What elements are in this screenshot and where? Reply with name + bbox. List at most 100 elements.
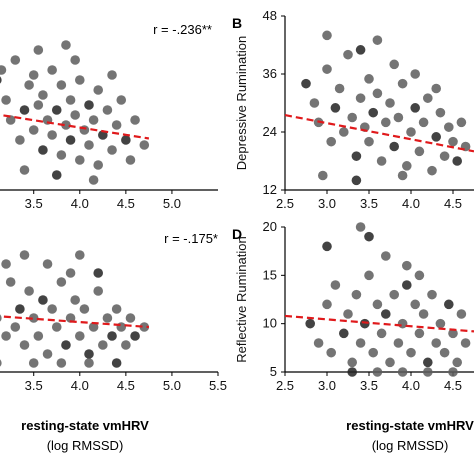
data-point — [28, 70, 39, 80]
data-point — [51, 105, 62, 115]
data-point — [0, 359, 2, 367]
data-point — [84, 349, 94, 359]
data-point — [309, 98, 320, 108]
data-point — [28, 358, 39, 368]
data-point — [364, 231, 374, 242]
data-point — [347, 367, 358, 377]
data-point — [65, 135, 76, 145]
data-point — [460, 338, 471, 348]
data-point — [389, 59, 400, 70]
data-point — [111, 358, 122, 368]
data-point — [10, 55, 21, 65]
trend-line — [0, 113, 150, 140]
data-point — [347, 112, 358, 123]
data-point — [38, 295, 48, 305]
data-point — [42, 349, 53, 359]
data-point — [414, 270, 425, 281]
data-point — [19, 105, 30, 115]
panel-b: 2.5 3.0 3.5 4.0 4.5 12 24 36 48 Depressive Rumina… — [232, 8, 474, 211]
data-point — [372, 88, 383, 99]
data-point — [439, 347, 450, 358]
data-point — [414, 328, 425, 339]
data-point — [330, 280, 341, 290]
data-point — [84, 140, 94, 150]
data-point — [423, 367, 433, 377]
data-point — [88, 115, 99, 125]
data-point — [301, 78, 311, 89]
x-tick-label: 3.5 — [25, 196, 43, 211]
data-point — [74, 75, 85, 85]
data-point — [427, 165, 437, 176]
data-point — [431, 338, 442, 348]
data-point — [397, 367, 408, 377]
data-point — [107, 70, 117, 80]
data-point — [33, 100, 44, 110]
data-point — [343, 49, 353, 60]
data-point — [368, 107, 379, 118]
data-point — [372, 367, 383, 377]
x-tick-label: 5.0 — [163, 378, 181, 393]
x-axis-title: resting-state vmHRV — [21, 418, 149, 433]
data-point — [1, 331, 11, 341]
data-point — [448, 136, 458, 147]
data-point — [47, 304, 57, 314]
data-point — [381, 117, 391, 128]
data-point — [102, 105, 113, 115]
data-point — [61, 340, 71, 350]
data-point — [431, 132, 442, 142]
data-point — [70, 55, 80, 65]
data-point — [84, 100, 94, 110]
data-point — [418, 309, 429, 319]
trend-line — [0, 315, 149, 329]
data-point — [93, 85, 104, 95]
x-axis-subtitle: (log RMSSD) — [47, 438, 124, 453]
x-tick-label: 4.5 — [444, 378, 462, 393]
data-point — [93, 160, 104, 170]
x-tick-label: 3.5 — [360, 196, 378, 211]
data-point — [19, 250, 30, 260]
data-point — [364, 136, 374, 147]
data-point — [439, 151, 450, 161]
data-point — [10, 322, 21, 332]
y-tick-label: 48 — [263, 8, 277, 23]
data-point — [322, 241, 332, 252]
data-point — [121, 135, 131, 145]
data-point — [0, 65, 7, 75]
panel-d: 2.5 3.0 3.5 4.0 4.5 5 10 15 20 Reflective Ruminat… — [232, 219, 474, 453]
data-point — [423, 357, 433, 368]
x-tick-label: 4.5 — [444, 196, 462, 211]
data-point — [397, 318, 408, 329]
data-point — [28, 125, 39, 135]
data-point — [397, 78, 408, 89]
data-point — [38, 145, 48, 155]
data-point — [410, 69, 421, 79]
data-point — [102, 313, 113, 323]
data-point — [28, 313, 39, 323]
data-point — [56, 150, 67, 160]
data-point — [56, 277, 67, 287]
data-point — [402, 260, 412, 271]
data-point — [389, 289, 400, 300]
data-point — [418, 117, 429, 128]
data-point — [376, 328, 387, 339]
data-point — [351, 289, 362, 300]
data-point — [351, 151, 362, 161]
data-point — [318, 170, 328, 181]
data-point — [121, 340, 131, 350]
data-point — [389, 141, 400, 152]
panel-a: 3.03.54.04.55.0r = -.236** — [0, 22, 218, 211]
data-point — [130, 331, 140, 341]
data-point — [452, 156, 463, 166]
data-point — [435, 107, 446, 118]
data-point — [322, 299, 332, 310]
x-tick-label: 4.0 — [71, 378, 89, 393]
x-tick-label: 2.5 — [276, 378, 294, 393]
data-point — [322, 30, 332, 41]
data-point — [330, 103, 341, 113]
y-tick-label: 24 — [263, 124, 277, 139]
data-point — [1, 95, 11, 105]
data-point — [435, 318, 446, 329]
data-point — [70, 110, 80, 120]
data-point — [381, 309, 391, 319]
